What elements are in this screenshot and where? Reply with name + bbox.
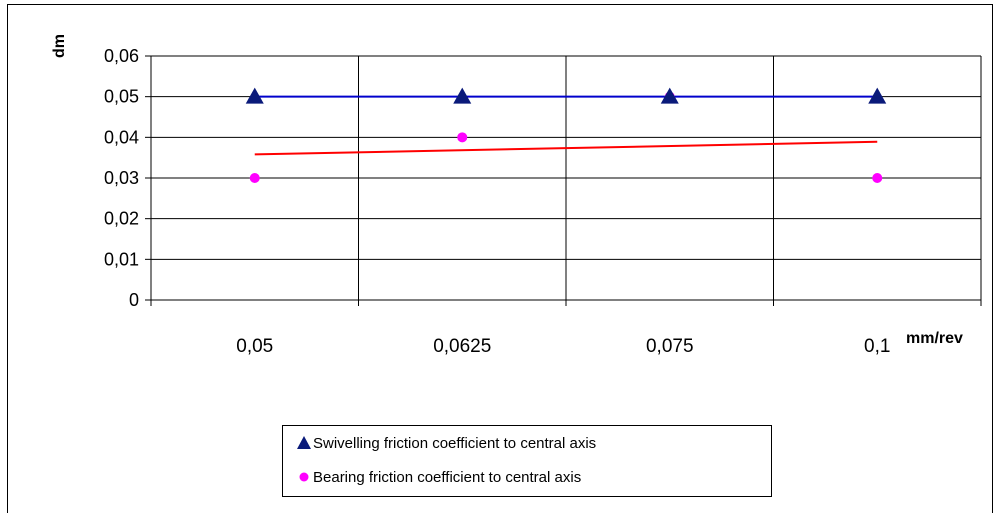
triangle-marker-icon [283, 432, 313, 454]
data-point-swivelling [453, 87, 472, 104]
axes [145, 55, 982, 306]
y-tick-label: 0 [129, 290, 139, 310]
data-point-swivelling [245, 87, 264, 104]
y-axis-title: dm [51, 34, 68, 58]
data-point-bearing [457, 132, 468, 143]
y-tick-label: 0,03 [104, 168, 139, 188]
x-tick-label: 0,075 [646, 336, 694, 357]
data-point-bearing [872, 173, 883, 183]
legend-item-swivelling: Swivelling friction coefficient to centr… [283, 432, 596, 454]
data-point-bearing [249, 173, 260, 183]
y-tick-label: 0,01 [104, 249, 139, 269]
circle-marker-icon [283, 466, 313, 488]
trendline-bearing [254, 140, 878, 156]
y-tick-label: 0,06 [104, 46, 139, 66]
data-point-swivelling [660, 87, 679, 104]
x-axis-title: mm/rev [906, 330, 963, 347]
grid-lines [151, 55, 982, 300]
y-tick-label: 0,05 [104, 87, 139, 107]
x-tick-label: 0,05 [236, 336, 273, 357]
legend-label-bearing: Bearing friction coefficient to central … [313, 468, 582, 486]
x-tick-label: 0,1 [864, 336, 890, 357]
y-tick-label: 0,04 [104, 127, 139, 147]
data-point-swivelling [868, 87, 887, 104]
y-tick-label: 0,02 [104, 209, 139, 229]
x-tick-labels: 0,05 0,0625 0,075 0,1 [236, 336, 890, 357]
legend-label-swivelling: Swivelling friction coefficient to centr… [313, 434, 597, 452]
legend-item-bearing: Bearing friction coefficient to central … [283, 466, 581, 488]
chart-legend: Swivelling friction coefficient to centr… [282, 425, 772, 497]
x-tick-label: 0,0625 [433, 336, 491, 357]
series-lines [254, 95, 878, 156]
y-tick-labels: 0 0,01 0,02 0,03 0,04 0,05 0,06 [104, 46, 139, 310]
data-markers [245, 87, 887, 183]
